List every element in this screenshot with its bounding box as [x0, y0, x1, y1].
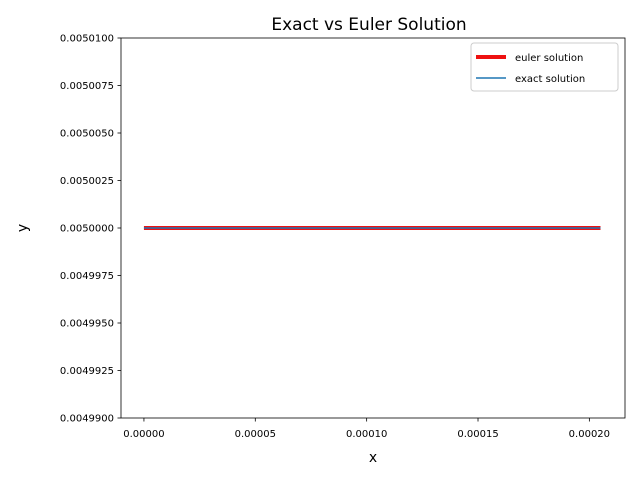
y-tick-label: 0.0049925 [60, 366, 114, 377]
legend-label-euler: euler solution [515, 53, 583, 64]
x-tick-label: 0.00020 [569, 429, 610, 440]
y-tick-label: 0.0049975 [60, 271, 114, 282]
y-tick-label: 0.0050000 [60, 224, 114, 235]
y-tick-label: 0.0049950 [60, 319, 114, 330]
x-tick-label: 0.00005 [235, 429, 276, 440]
legend: euler solution exact solution [470, 42, 619, 92]
y-axis-label: y [15, 224, 31, 232]
y-tick-label: 0.0050100 [60, 34, 114, 45]
axis-ticks: 0.00000 0.00005 0.00010 0.00015 0.00020 0.004… [60, 34, 610, 441]
y-tick-label: 0.0049900 [60, 414, 114, 425]
legend-label-exact: exact solution [515, 74, 585, 85]
x-tick-label: 0.00010 [346, 429, 387, 440]
y-tick-label: 0.0050025 [60, 176, 114, 187]
plot-area-frame [120, 37, 626, 419]
legend-box [470, 42, 619, 92]
x-tick-label: 0.00000 [123, 429, 164, 440]
chart-title: Exact vs Euler Solution [271, 15, 466, 35]
y-tick-label: 0.0050050 [60, 129, 114, 140]
x-axis-label: x [369, 450, 377, 466]
x-tick-label: 0.00015 [457, 429, 498, 440]
y-tick-label: 0.0050075 [60, 81, 114, 92]
